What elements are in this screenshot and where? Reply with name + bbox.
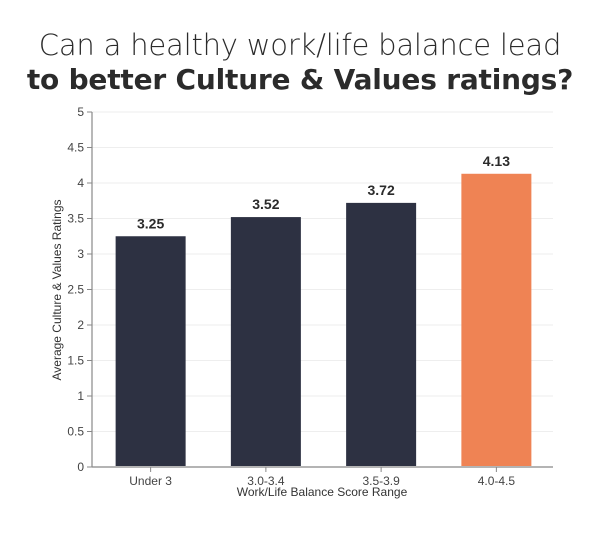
bar-rect	[461, 173, 532, 466]
x-tick-label: 3.0-3.4	[247, 474, 285, 488]
y-tick-label: 1.5	[67, 354, 84, 368]
bar-value-label: 3.52	[252, 196, 279, 212]
bar-value-label: 3.72	[368, 182, 395, 198]
x-tick-label: Under 3	[129, 474, 172, 488]
x-tick-label: 4.0-4.5	[478, 474, 516, 488]
x-axis-ticks: Under 3 3.0-3.4 3.5-3.9 4.0-4.5	[129, 467, 515, 488]
y-tick-label: 3.5	[67, 212, 84, 226]
y-axis-title: Average Culture & Values Ratings	[50, 200, 64, 381]
chart-title-line2: to better Culture & Values ratings?	[26, 63, 574, 96]
bars: 3.25 3.52 3.72 4.13	[115, 153, 532, 466]
bar-rect	[230, 217, 301, 466]
y-tick-label: 0	[77, 460, 84, 474]
bar-value-label: 4.13	[483, 153, 510, 169]
y-tick-label: 0.5	[67, 425, 84, 439]
bar-3-0-3-4: 3.52	[230, 196, 301, 466]
y-tick-label: 2	[77, 318, 84, 332]
y-axis-ticks: 0 0.5 1 1.5 2 2.5 3 3.5 4 4.5 5	[67, 105, 92, 474]
y-tick-label: 4	[77, 176, 84, 190]
y-tick-label: 4.5	[67, 141, 84, 155]
y-tick-label: 5	[77, 105, 84, 119]
y-tick-label: 2.5	[67, 283, 84, 297]
chart-title-line1: Can a healthy work/life balance lead	[38, 28, 562, 62]
x-axis-title: Work/Life Balance Score Range	[237, 485, 408, 499]
chart-title: Can a healthy work/life balance lead to …	[0, 28, 600, 98]
bar-under-3: 3.25	[115, 215, 186, 466]
y-tick-label: 3	[77, 247, 84, 261]
bar-rect	[115, 236, 186, 466]
bar-value-label: 3.25	[137, 215, 164, 231]
bar-rect	[346, 202, 417, 466]
y-tick-label: 1	[77, 389, 84, 403]
bar-4-0-4-5: 4.13	[461, 153, 532, 466]
bar-3-5-3-9: 3.72	[346, 182, 417, 466]
x-tick-label: 3.5-3.9	[362, 474, 400, 488]
